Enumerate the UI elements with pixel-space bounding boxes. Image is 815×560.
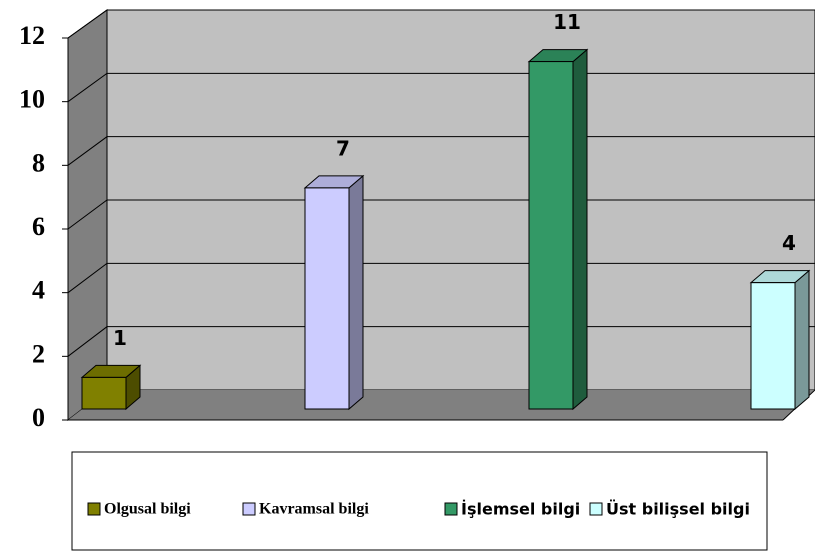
data-label: 4	[782, 231, 796, 255]
bar-side	[794, 269, 810, 411]
bar-front	[750, 282, 796, 410]
y-tick-label: 0	[32, 403, 45, 432]
bar-front	[528, 61, 574, 410]
y-tick-label: 8	[32, 148, 45, 177]
floor	[68, 390, 815, 420]
data-label: 1	[113, 326, 127, 350]
y-tick-label: 10	[19, 85, 45, 114]
y-tick-label: 2	[32, 339, 45, 368]
legend-swatch	[444, 502, 458, 516]
bar-side	[348, 174, 364, 411]
bar-front	[81, 376, 127, 410]
legend-swatch	[242, 502, 256, 516]
legend-swatch	[589, 502, 603, 516]
bar	[527, 48, 589, 411]
bar	[749, 269, 811, 411]
data-label: 11	[553, 10, 581, 34]
bar-side	[572, 48, 588, 411]
legend-label: İşlemsel bilgi	[461, 500, 580, 519]
y-tick-label: 4	[32, 276, 45, 305]
bar-front	[304, 187, 350, 410]
y-tick-label: 12	[19, 21, 45, 50]
y-tick-label: 6	[32, 212, 45, 241]
grid-line	[67, 9, 815, 39]
bar	[80, 364, 142, 411]
legend	[71, 451, 768, 551]
legend-label: Üst bilişsel bilgi	[606, 500, 750, 519]
legend-label: Kavramsal bilgi	[259, 501, 369, 518]
bar	[303, 174, 365, 411]
data-label: 7	[336, 136, 350, 160]
legend-swatch	[87, 502, 101, 516]
legend-label: Olgusal bilgi	[104, 501, 191, 518]
